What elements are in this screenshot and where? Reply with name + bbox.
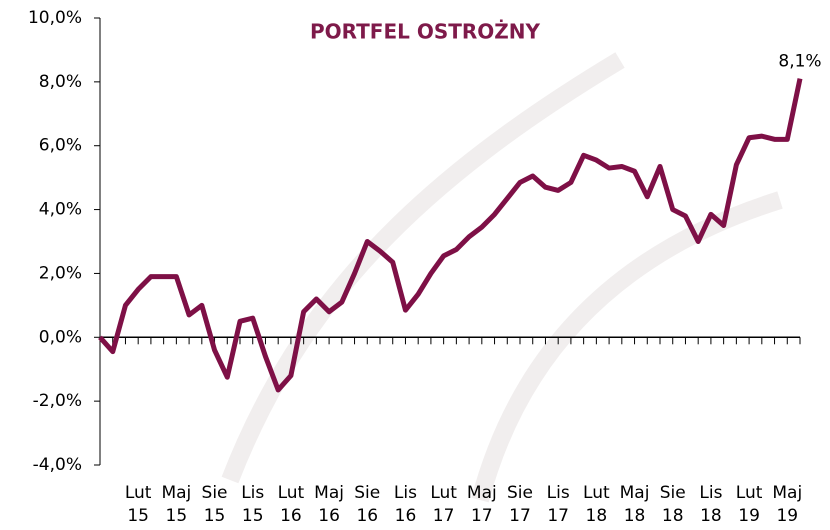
y-tick-label: 2,0% xyxy=(39,263,82,283)
x-tick-label: Maj 16 xyxy=(314,483,344,526)
data-label: 8,1% xyxy=(778,52,821,72)
y-tick-label: 6,0% xyxy=(39,136,82,156)
x-tick-label: Sie 15 xyxy=(201,483,228,526)
x-tick-label: Lis 17 xyxy=(546,483,570,526)
x-tick-label: Lis 18 xyxy=(699,483,723,526)
x-tick-label: Lut 17 xyxy=(430,483,457,526)
x-tick-label: Lut 16 xyxy=(277,483,305,526)
x-tick-label: Lis 15 xyxy=(241,483,265,526)
y-tick-label: 10,0% xyxy=(28,8,82,28)
x-tick-label: Maj 17 xyxy=(466,483,497,526)
y-tick-label: 8,0% xyxy=(39,72,82,92)
y-tick-label: -2,0% xyxy=(33,391,82,411)
chart-title: PORTFEL OSTROŻNY xyxy=(310,20,541,44)
y-tick-label: 0,0% xyxy=(39,327,82,347)
x-tick-label: Sie 17 xyxy=(507,483,533,526)
watermark xyxy=(221,52,783,503)
x-tick-label: Sie 18 xyxy=(659,483,686,526)
x-tick-label: Maj 15 xyxy=(161,483,192,526)
x-tick-label: Lut 15 xyxy=(124,483,152,526)
line-series xyxy=(98,78,803,393)
x-tick-label: Maj 18 xyxy=(619,483,650,526)
x-tick-label: Lut 18 xyxy=(583,483,610,526)
x-tick-label: Lis 16 xyxy=(393,483,417,526)
x-tick-label: Sie 16 xyxy=(354,483,381,526)
x-tick-label: Maj 19 xyxy=(772,483,803,526)
x-tick-label: Lut 19 xyxy=(735,483,763,526)
y-tick-label: 4,0% xyxy=(39,200,82,220)
y-tick-label: -4,0% xyxy=(33,455,82,475)
